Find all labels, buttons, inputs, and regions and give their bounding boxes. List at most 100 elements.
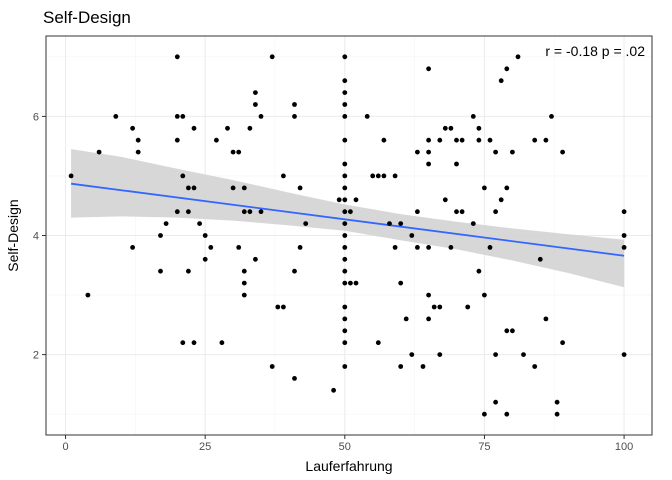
data-point bbox=[549, 114, 554, 119]
data-point bbox=[348, 209, 353, 215]
data-point bbox=[197, 221, 203, 227]
data-point bbox=[258, 114, 264, 119]
data-point bbox=[230, 185, 236, 191]
data-point bbox=[130, 125, 136, 131]
data-point bbox=[543, 137, 549, 143]
data-point bbox=[158, 233, 163, 238]
data-point bbox=[180, 114, 186, 119]
data-point bbox=[342, 221, 348, 227]
data-point bbox=[342, 173, 348, 179]
data-point bbox=[241, 185, 247, 191]
data-point bbox=[415, 149, 420, 155]
x-tick-label: 50 bbox=[339, 441, 351, 453]
y-axis-ticks: 2 4 6 bbox=[33, 111, 46, 362]
y-tick-label: 4 bbox=[33, 231, 39, 243]
data-point bbox=[342, 340, 348, 346]
data-point bbox=[96, 149, 102, 155]
data-point bbox=[476, 125, 482, 131]
data-point bbox=[426, 161, 431, 167]
data-point bbox=[504, 66, 510, 72]
x-tick-label: 75 bbox=[478, 441, 490, 453]
data-point bbox=[292, 102, 297, 107]
data-point bbox=[426, 292, 431, 298]
data-point bbox=[342, 280, 348, 286]
data-point bbox=[493, 209, 498, 215]
data-point bbox=[426, 245, 431, 250]
data-point bbox=[180, 173, 186, 179]
x-axis-ticks: 0 25 50 75 100 bbox=[62, 435, 633, 453]
data-point bbox=[442, 125, 448, 131]
data-point bbox=[342, 90, 348, 95]
data-point bbox=[68, 173, 74, 179]
data-point bbox=[510, 328, 515, 334]
data-point bbox=[214, 137, 219, 143]
data-point bbox=[381, 173, 387, 179]
data-point bbox=[191, 185, 197, 191]
data-point bbox=[342, 161, 348, 167]
data-point bbox=[236, 149, 242, 155]
data-point bbox=[191, 340, 197, 346]
data-point bbox=[381, 137, 387, 143]
data-point bbox=[342, 137, 348, 143]
data-point bbox=[476, 268, 482, 274]
data-point bbox=[437, 352, 443, 357]
data-point bbox=[487, 245, 493, 250]
data-point bbox=[342, 233, 348, 238]
data-point bbox=[621, 245, 627, 250]
data-point bbox=[370, 173, 376, 179]
data-point bbox=[180, 340, 186, 346]
data-point bbox=[348, 280, 353, 286]
data-point bbox=[560, 149, 565, 155]
data-point bbox=[342, 54, 348, 60]
data-point bbox=[448, 125, 454, 131]
data-point bbox=[387, 221, 392, 227]
data-point bbox=[498, 197, 504, 203]
data-point bbox=[163, 221, 169, 227]
data-point bbox=[342, 256, 348, 262]
data-point bbox=[342, 102, 348, 107]
data-point bbox=[415, 209, 420, 215]
data-point bbox=[415, 245, 420, 250]
data-point bbox=[174, 209, 180, 215]
data-point bbox=[504, 328, 510, 334]
data-point bbox=[191, 125, 197, 131]
data-point bbox=[241, 292, 247, 298]
data-point bbox=[409, 352, 415, 357]
data-point bbox=[281, 173, 286, 179]
data-point bbox=[202, 233, 208, 238]
data-point bbox=[420, 364, 426, 369]
data-point bbox=[409, 233, 415, 238]
data-point bbox=[342, 316, 348, 322]
correlation-annotation: r = -0.18 p = .02 bbox=[545, 43, 645, 59]
y-tick-label: 2 bbox=[33, 350, 39, 362]
data-point bbox=[219, 340, 225, 346]
data-point bbox=[493, 399, 498, 405]
data-point bbox=[342, 304, 348, 310]
data-point bbox=[454, 209, 459, 215]
data-point bbox=[342, 197, 348, 203]
data-point bbox=[398, 280, 404, 286]
data-point bbox=[454, 137, 459, 143]
data-point bbox=[174, 54, 180, 60]
data-point bbox=[258, 209, 264, 215]
data-point bbox=[476, 137, 482, 143]
data-point bbox=[353, 197, 359, 203]
data-point bbox=[342, 114, 348, 119]
data-point bbox=[454, 161, 459, 167]
data-point bbox=[174, 137, 180, 143]
data-point bbox=[515, 54, 521, 60]
data-point bbox=[482, 292, 487, 298]
data-point bbox=[498, 78, 504, 84]
data-point bbox=[342, 364, 348, 369]
confidence-band bbox=[71, 149, 625, 288]
data-point bbox=[342, 245, 348, 250]
x-axis-title: Lauferfahrung bbox=[305, 458, 392, 474]
data-point bbox=[532, 364, 538, 369]
data-point bbox=[186, 185, 191, 191]
data-point bbox=[135, 149, 141, 155]
data-point bbox=[510, 149, 515, 155]
y-tick-label: 6 bbox=[33, 111, 39, 123]
y-axis-title: Self-Design bbox=[5, 199, 21, 271]
data-point bbox=[403, 316, 409, 322]
